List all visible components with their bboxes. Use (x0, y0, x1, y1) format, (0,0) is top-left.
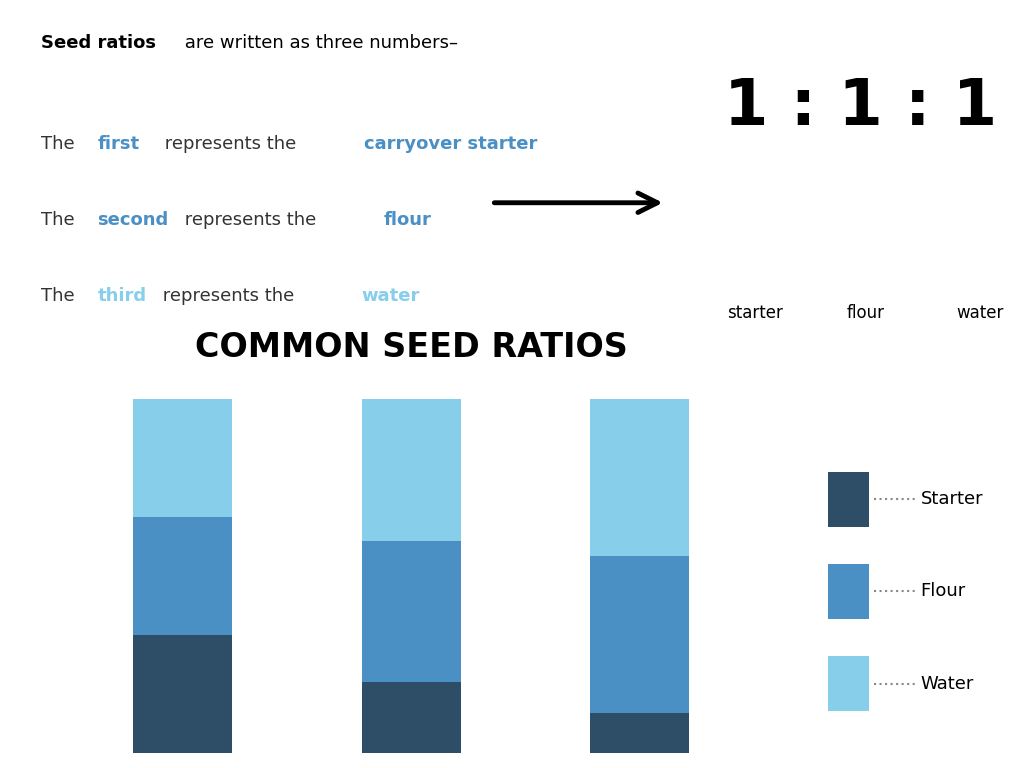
Text: second: second (97, 211, 169, 229)
Text: starter: starter (727, 304, 782, 322)
Text: The: The (41, 287, 80, 305)
Bar (361, 541, 461, 682)
Bar (361, 399, 461, 541)
Text: Starter: Starter (921, 490, 983, 508)
Text: Flour: Flour (921, 582, 966, 601)
Text: first: first (97, 135, 139, 153)
Text: represents the: represents the (159, 135, 302, 153)
FancyBboxPatch shape (828, 656, 869, 711)
Text: The: The (41, 211, 80, 229)
Text: flour: flour (384, 211, 432, 229)
Text: carryover starter: carryover starter (364, 135, 537, 153)
Text: water: water (361, 287, 420, 305)
Text: represents the: represents the (157, 287, 300, 305)
Text: third: third (97, 287, 146, 305)
Text: water: water (956, 304, 1004, 322)
Bar (361, 682, 461, 753)
Bar (590, 399, 689, 556)
Bar (590, 556, 689, 713)
Text: are written as three numbers–: are written as three numbers– (179, 34, 458, 51)
Text: 1 : 1 : 1: 1 : 1 : 1 (724, 76, 996, 138)
Bar (133, 399, 232, 517)
Text: Water: Water (921, 674, 974, 693)
FancyBboxPatch shape (828, 564, 869, 619)
Text: flour: flour (846, 304, 885, 322)
Text: COMMON SEED RATIOS: COMMON SEED RATIOS (195, 331, 628, 364)
FancyBboxPatch shape (828, 472, 869, 527)
Bar (133, 517, 232, 635)
Bar (133, 635, 232, 753)
Text: The: The (41, 135, 80, 153)
Bar (590, 713, 689, 753)
Text: Seed ratios: Seed ratios (41, 34, 156, 51)
Text: represents the: represents the (179, 211, 323, 229)
